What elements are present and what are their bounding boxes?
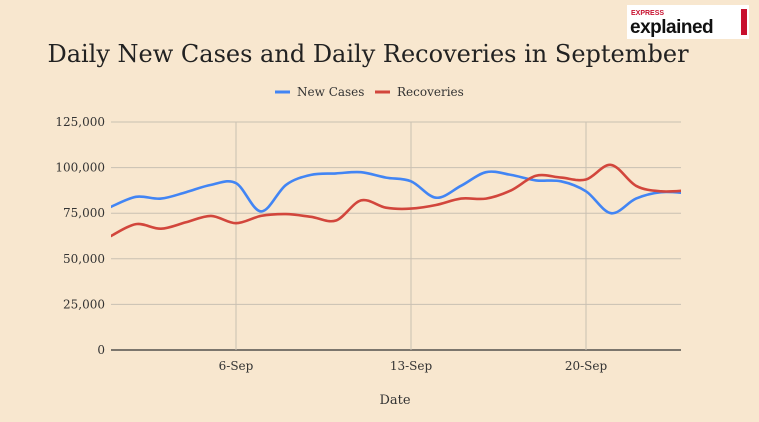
chart-legend: New Cases Recoveries	[275, 85, 464, 99]
x-tick-label: 20-Sep	[565, 359, 608, 373]
y-tick-label: 0	[97, 343, 105, 357]
logo-small-word: EXPRESS	[631, 10, 664, 17]
y-tick-label: 100,000	[55, 161, 105, 175]
y-axis-ticks: 0 25,000 50,000 75,000 100,000 125,000	[55, 115, 105, 357]
x-axis-label: Date	[379, 393, 410, 408]
series-lines	[111, 163, 681, 238]
legend-label-recoveries: Recoveries	[397, 85, 464, 99]
series-line-recoveries	[111, 163, 681, 238]
chart-title: Daily New Cases and Daily Recoveries in …	[47, 40, 689, 68]
vertical-gridlines	[235, 122, 587, 350]
x-tick-label: 6-Sep	[219, 359, 254, 373]
y-tick-label: 25,000	[63, 297, 105, 311]
y-tick-label: 125,000	[55, 115, 105, 129]
x-tick-label: 13-Sep	[390, 359, 433, 373]
logo-big-word: explained	[630, 17, 713, 38]
express-explained-logo: EXPRESS explained	[627, 5, 749, 39]
y-tick-label: 50,000	[63, 252, 105, 266]
y-tick-label: 75,000	[63, 206, 105, 220]
legend-label-new-cases: New Cases	[297, 85, 364, 99]
horizontal-gridlines	[111, 121, 681, 351]
series-line-new-cases	[111, 170, 681, 215]
x-axis-ticks: 6-Sep 13-Sep 20-Sep	[219, 359, 608, 373]
